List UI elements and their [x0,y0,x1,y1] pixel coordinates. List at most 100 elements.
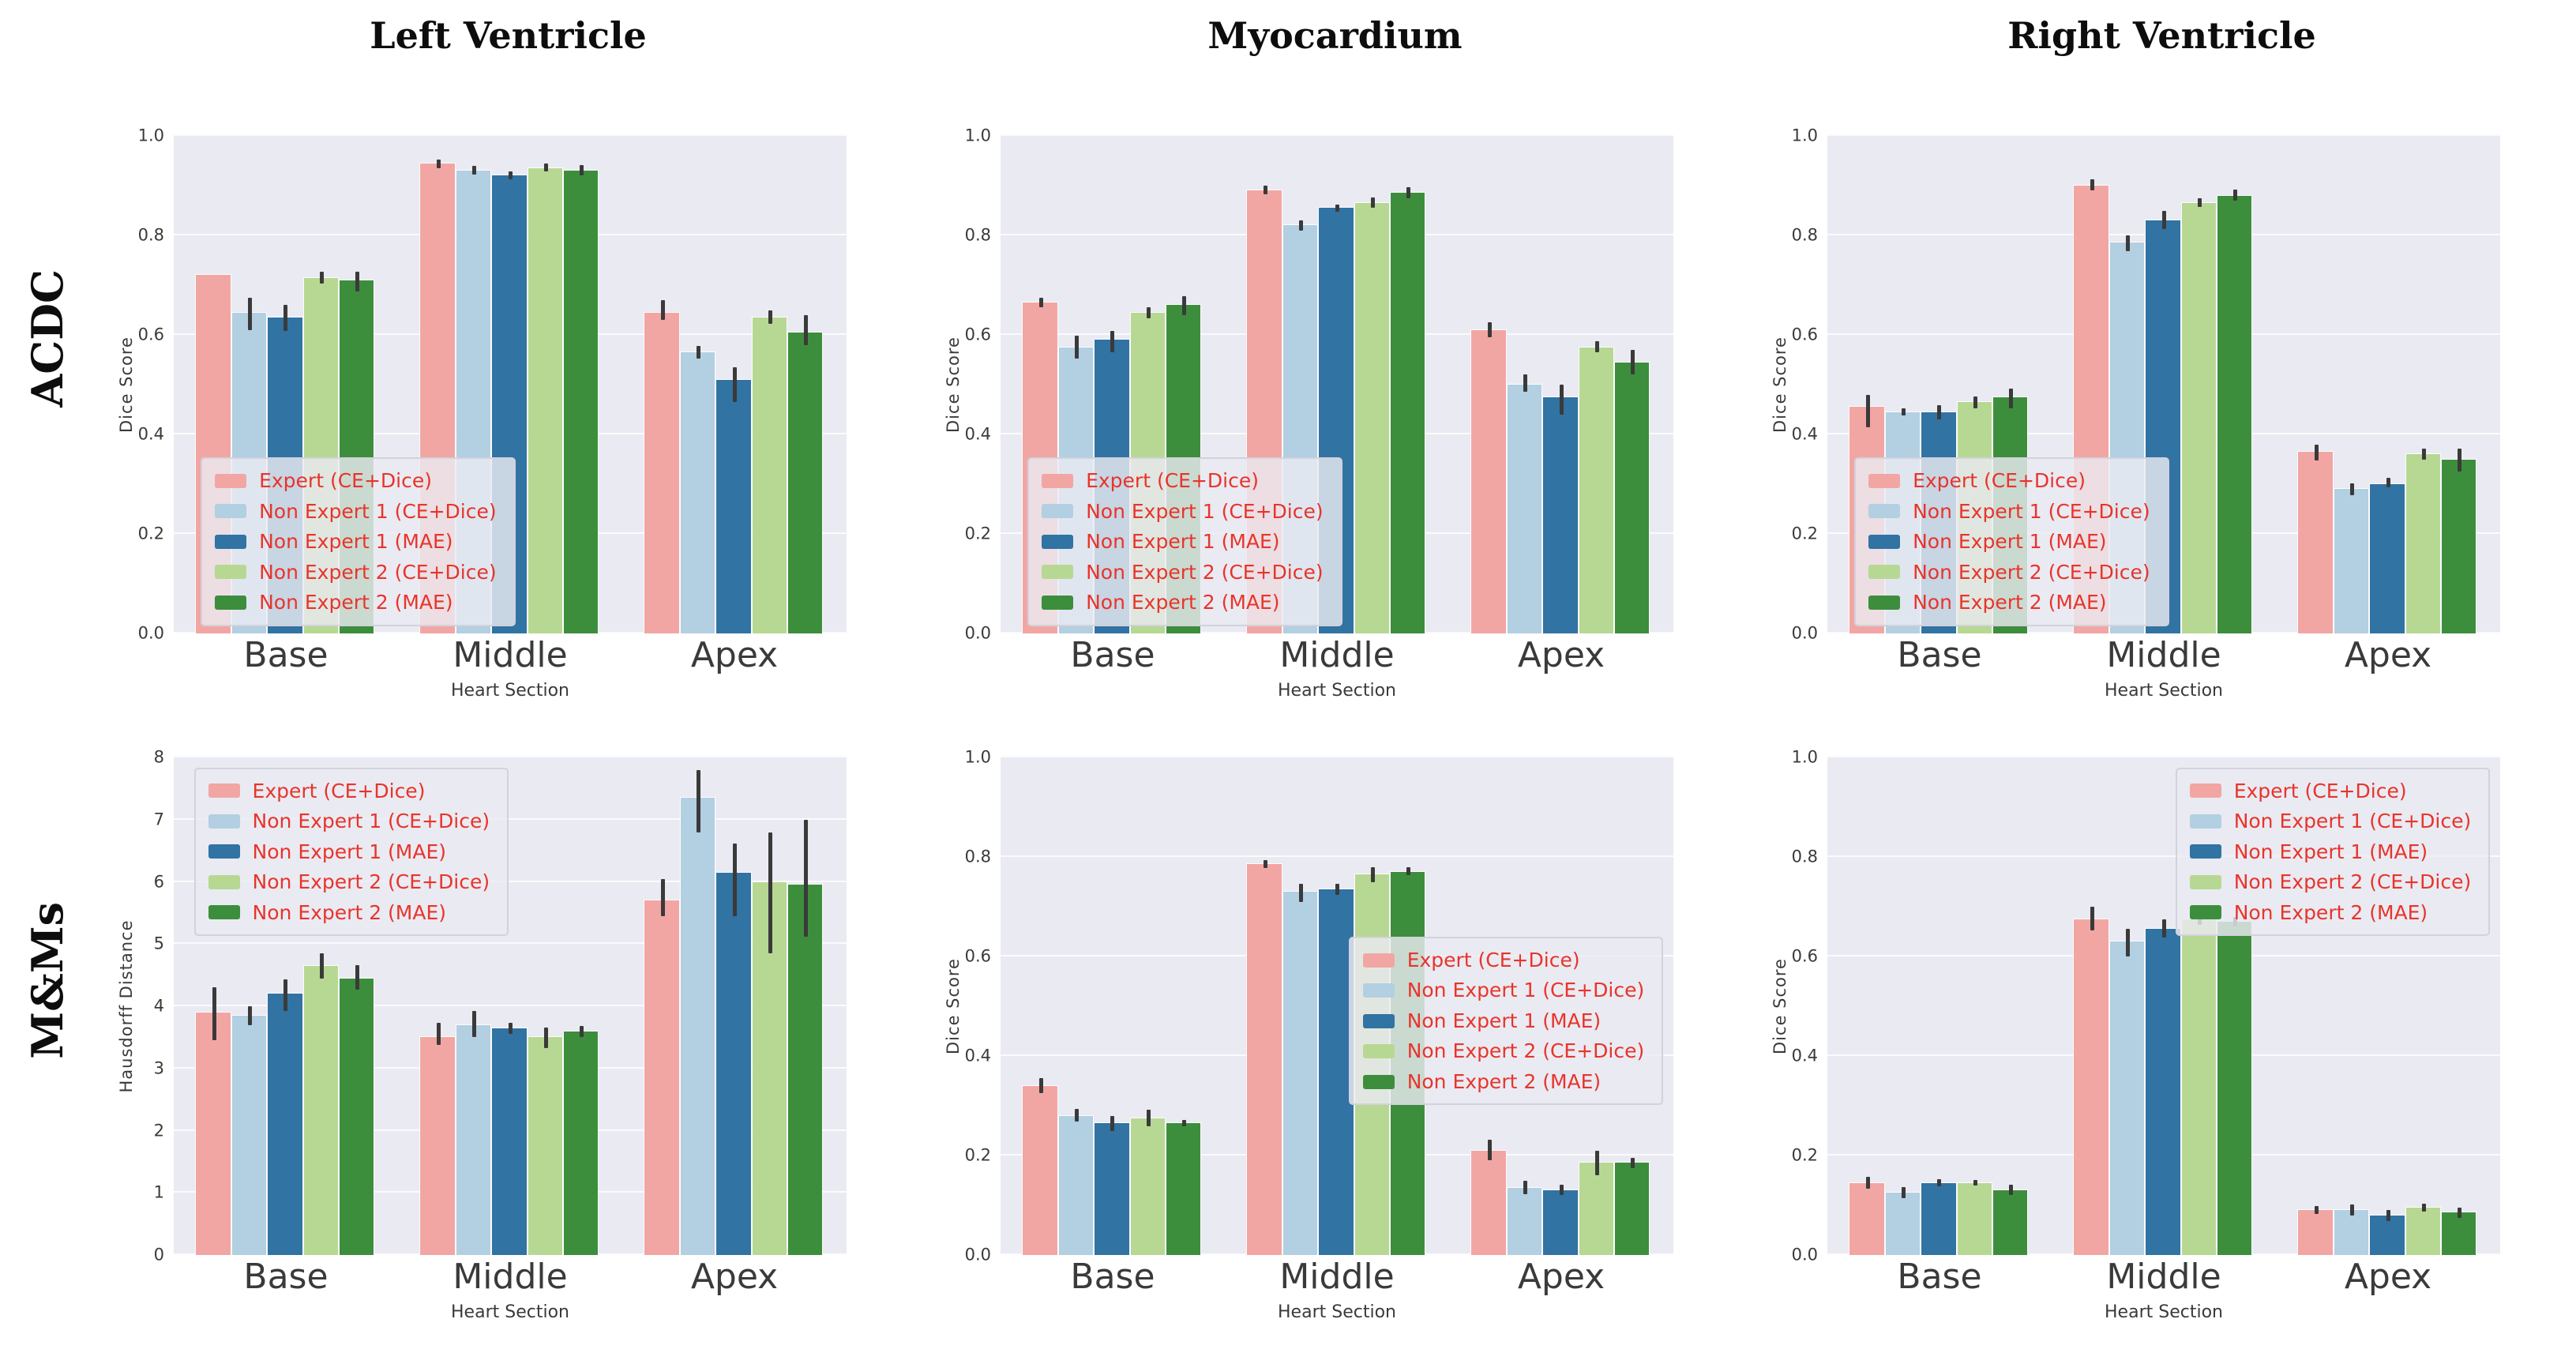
y-tick-label: 7 [153,810,164,829]
y-tick-label: 0.4 [964,1046,991,1065]
legend-swatch-expert [215,473,247,488]
bar-ne1_mae-apex [2370,484,2405,633]
legend-label: Non Expert 2 (CE+Dice) [252,870,490,894]
bar-ne2_mae-middle [564,1031,599,1255]
errorbar-ne2_ce-apex [2421,1204,2426,1212]
legend-swatch-ne1_mae [1362,1013,1395,1028]
legend-label: Expert (CE+Dice) [1086,469,1259,493]
errorbar-ne1_ce-middle [2126,235,2131,252]
bar-ne2_ce-apex [1579,1163,1614,1255]
gridline [1001,134,1673,136]
errorbar-expert-middle [1263,186,1267,195]
bar-ne1_mae-base [1095,1123,1129,1255]
bar-ne1_ce-apex [2334,489,2369,633]
y-tick-label: 3 [153,1058,164,1078]
bar-ne2_mae-base [1993,1190,2028,1255]
legend-entry: Expert (CE+Dice) [208,780,490,802]
legend-swatch-ne1_mae [215,534,247,549]
x-axis-label: Heart Section [2105,681,2223,701]
errorbar-ne1_ce-apex [1523,1180,1528,1194]
errorbar-ne2_ce-base [319,953,324,979]
x-tick-row: Base Middle Apex [1001,1255,1673,1299]
chart-mms-left-ventricle: Hausdorff Distance 0 1 2 3 4 5 6 7 8 Expert (CE+Di… [95,707,922,1349]
legend-label: Non Expert 1 (MAE) [252,840,447,863]
bar-expert-base [1023,1085,1057,1255]
errorbar-ne1_mae-apex [732,366,737,403]
y-tick-label: 0.2 [1791,1145,1818,1165]
legend-label: Expert (CE+Dice) [252,779,426,802]
bar-expert-middle [1247,864,1282,1255]
errorbar-expert-base [212,987,216,1041]
legend-entry: Non Expert 2 (CE+Dice) [208,871,490,893]
bar-expert-apex [2298,452,2333,633]
legend: Expert (CE+Dice) Non Expert 1 (CE+Dice) No… [1854,457,2169,626]
legend-label: Non Expert 1 (MAE) [1406,1009,1602,1032]
y-tick-label: 0 [153,1245,164,1264]
y-tick-label: 0.6 [964,946,991,966]
errorbar-ne1_mae-middle [2161,210,2166,229]
legend: Expert (CE+Dice) Non Expert 1 (CE+Dice) No… [1027,457,1342,626]
x-tick-apex: Apex [690,635,779,675]
bar-ne2_ce-middle [1354,203,1390,633]
y-tick-label: 0.0 [1791,623,1818,643]
errorbar-ne2_ce-apex [768,310,772,324]
legend-swatch-ne2_mae [2189,905,2221,920]
gridline [1827,855,2500,857]
errorbar-ne2_mae-apex [804,314,809,345]
legend-swatch-ne1_mae [2189,844,2221,859]
errorbar-ne2_ce-middle [1370,197,1375,208]
legend-entry: Non Expert 2 (MAE) [208,902,490,924]
x-tick-middle: Middle [2106,1257,2221,1297]
plot-area: 0 1 2 3 4 5 6 7 8 Expert (CE+Dice) Non Expert 1 (C… [154,749,847,1263]
errorbar-ne2_mae-apex [1631,349,1635,375]
bar-ne1_mae-middle [492,1028,527,1255]
bar-ne1_mae-apex [1543,396,1578,633]
legend-label: Non Expert 1 (CE+Dice) [1086,499,1324,523]
legend-swatch-expert [1042,473,1074,488]
gridline [1827,134,2500,136]
errorbar-ne2_mae-middle [1406,867,1411,876]
legend-label: Non Expert 2 (CE+Dice) [1086,560,1324,584]
legend-label: Non Expert 1 (MAE) [1086,530,1280,554]
errorbar-ne1_ce-middle [472,1010,477,1038]
y-tick-label: 1.0 [1791,126,1818,145]
bar-expert-apex [644,312,679,633]
gridline [174,756,847,757]
errorbar-ne2_mae-base [355,965,360,990]
y-tick-label: 1.0 [964,126,991,145]
legend-label: Non Expert 1 (MAE) [2233,840,2428,863]
errorbar-ne1_ce-middle [472,165,477,175]
bar-ne2_mae-apex [1615,362,1650,633]
errorbar-ne1_ce-base [1902,1187,1906,1198]
x-tick-base: Base [1897,1257,1982,1297]
legend-entry: Non Expert 2 (CE+Dice) [2189,871,2471,893]
bar-ne2_ce-middle [2181,919,2217,1255]
errorbar-expert-apex [1487,1140,1492,1161]
gridline [174,817,847,820]
x-tick-middle: Middle [1279,635,1395,675]
x-tick-middle: Middle [452,1257,568,1297]
errorbar-ne1_mae-base [1937,1178,1942,1187]
errorbar-expert-base [1038,297,1043,308]
errorbar-expert-base [1865,1177,1870,1189]
errorbar-ne1_mae-base [284,979,288,1011]
legend-entry: Non Expert 1 (MAE) [1868,531,2150,553]
errorbar-ne1_ce-apex [697,769,701,832]
gridline [174,134,847,136]
legend-entry: Non Expert 1 (CE+Dice) [1042,501,1324,523]
errorbar-ne1_ce-base [1075,1108,1080,1122]
x-tick-row: Base Middle Apex [1827,1255,2500,1299]
bar-ne2_mae-apex [788,332,823,633]
legend-label: Non Expert 2 (MAE) [252,900,447,924]
y-tick-label: 0.8 [964,847,991,866]
errorbar-ne2_ce-apex [1594,340,1599,353]
y-tick-label: 2 [153,1121,164,1140]
bar-ne2_mae-middle [2217,921,2252,1255]
legend-entry: Non Expert 1 (MAE) [2189,840,2472,863]
bar-ne1_ce-base [1058,1115,1094,1255]
legend-label: Non Expert 1 (CE+Dice) [1406,979,1645,1002]
x-tick-middle: Middle [2106,635,2221,675]
errorbar-ne2_mae-apex [804,819,809,937]
chart-area: Hausdorff Distance 0 1 2 3 4 5 6 7 8 Expert (CE+Di… [95,707,922,1322]
